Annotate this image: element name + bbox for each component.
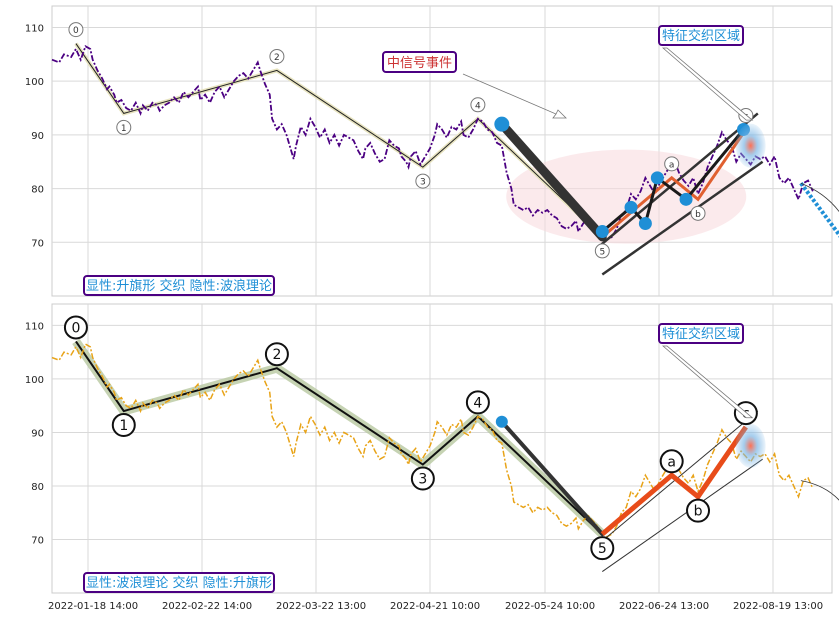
price-series-line (51, 44, 814, 241)
feature-zone-label: 特征交织区域 (662, 28, 740, 44)
x-tick-label: 2022-06-24 13:00 (619, 601, 709, 612)
pattern-caption: 显性:升旗形 交织 隐性:波浪理论 (86, 278, 272, 294)
x-tick-label: 2022-04-21 10:00 (390, 601, 480, 612)
wave-label-0: 0 (71, 320, 80, 336)
forecast-line (799, 182, 839, 238)
wave-label-3: 3 (418, 472, 427, 488)
flag-node (638, 217, 652, 230)
wave-label-2: 2 (272, 347, 281, 363)
pattern-caption-box (83, 572, 275, 593)
channel-bottom (601, 160, 764, 276)
forecast-arrow (800, 480, 839, 501)
x-tick-label: 2022-03-22 13:00 (276, 601, 366, 612)
wave-label-a: a (667, 454, 676, 470)
wave-label-b: b (695, 210, 701, 220)
wave-label-3: 3 (420, 178, 426, 188)
forecast-arrow (800, 182, 839, 213)
wave-marker (63, 315, 88, 340)
flag-node (595, 225, 609, 239)
wave-label-1: 1 (119, 418, 128, 434)
wave-label-2: 2 (274, 53, 280, 63)
wave-label-5: 5 (599, 247, 605, 257)
flag-node (494, 116, 510, 132)
wave-marker (590, 536, 615, 561)
y-tick-label: 110 (25, 23, 44, 34)
wave-marker (116, 119, 132, 135)
flag-node (650, 171, 664, 185)
feature-zone-label: 特征交织区域 (662, 326, 740, 342)
wave-marker (410, 466, 435, 491)
y-tick-label: 80 (31, 482, 44, 493)
panels: 708090100110012345abc特征交织区域中信号事件显性:升旗形 交… (25, 5, 839, 612)
pattern-caption: 显性:波浪理论 交织 隐性:升旗形 (86, 575, 272, 591)
feature-zone-tag (658, 323, 744, 344)
wave-marker (264, 342, 289, 367)
wave-marker (686, 498, 711, 523)
wave-marker (415, 173, 431, 189)
feature-zone-pointer (661, 345, 754, 419)
wave-label-4: 4 (473, 395, 482, 411)
wave-marker (465, 390, 490, 415)
panel-lower: 708090100110012345abc特征交织区域显性:波浪理论 交织 隐性… (25, 303, 839, 594)
signal-event-tag (382, 51, 457, 73)
x-tick-label: 2022-01-18 14:00 (48, 601, 138, 612)
wave-marker (111, 413, 136, 438)
wave-label-4: 4 (475, 101, 481, 111)
signal-event-pointer (462, 73, 567, 119)
x-tick-label: 2022-05-24 10:00 (505, 601, 595, 612)
channel-top (596, 112, 759, 249)
wave-marker (659, 449, 684, 474)
feature-zone-tag (658, 25, 744, 46)
y-tick-label: 90 (31, 428, 44, 439)
y-tick-label: 70 (31, 238, 44, 249)
signal-event-label: 中信号事件 (387, 56, 452, 71)
wave-marker (664, 156, 680, 172)
wave-marker (470, 97, 486, 113)
y-tick-label: 80 (31, 185, 44, 196)
y-tick-label: 70 (31, 535, 44, 546)
panel-upper: 708090100110012345abc特征交织区域中信号事件显性:升旗形 交… (25, 5, 839, 297)
feature-glow (735, 423, 766, 468)
wave-marker (68, 22, 84, 38)
y-tick-label: 90 (31, 131, 44, 142)
wave-label-b: b (694, 504, 703, 520)
wave-marker (594, 243, 610, 259)
wave-label-1: 1 (121, 124, 127, 134)
wave-label-a: a (669, 160, 675, 170)
channel-bottom (602, 458, 763, 573)
abc-leg (600, 425, 748, 537)
flag-node (624, 200, 638, 214)
y-tick-label: 110 (25, 321, 44, 332)
price-series-line (51, 343, 814, 538)
pattern-caption-box (83, 275, 275, 296)
x-tick-label: 2022-02-22 14:00 (162, 601, 252, 612)
feature-glow (735, 123, 766, 168)
flag-node (495, 415, 508, 428)
y-tick-label: 100 (25, 375, 44, 386)
flag-node (679, 192, 693, 206)
impulse-leg (499, 419, 605, 537)
wave-label-5: 5 (598, 541, 607, 557)
x-tick-label: 2022-08-19 13:00 (733, 601, 823, 612)
feature-zone-pointer (661, 47, 754, 121)
wave-marker (690, 205, 706, 221)
wave-marker (269, 48, 285, 64)
wave-label-0: 0 (73, 26, 79, 36)
impulse-leg (497, 119, 607, 242)
y-tick-label: 100 (25, 77, 44, 88)
